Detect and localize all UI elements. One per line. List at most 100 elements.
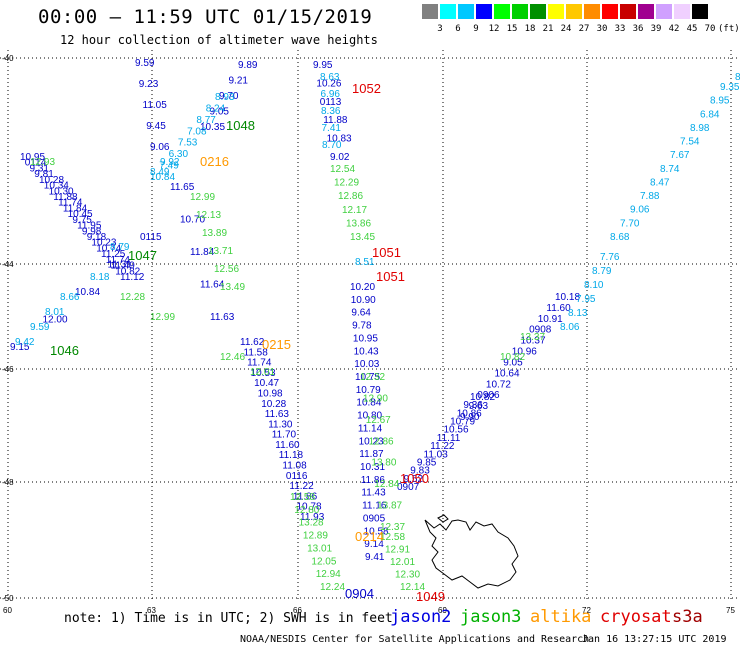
swh-value: 10.96	[512, 347, 537, 358]
swh-value: 13.80	[371, 458, 396, 469]
swh-value: 10.75	[355, 372, 380, 383]
swh-value: 11.74	[106, 255, 131, 266]
swh-value: 13.49	[220, 282, 245, 293]
swh-value: 11.64	[200, 280, 225, 291]
swh-value: 7.76	[600, 252, 620, 263]
swh-value: 11.30	[268, 419, 293, 430]
legend-label: 45	[686, 24, 698, 34]
swh-value: 12.05	[311, 556, 336, 567]
swh-value: 9.42	[15, 337, 35, 348]
legend-label: 21	[542, 24, 554, 34]
swh-value: 8.51	[355, 257, 375, 268]
lat-label: -40	[2, 54, 14, 63]
swh-value: 10.58	[364, 526, 389, 537]
legend-swatch	[530, 4, 546, 19]
legend-label: 39	[650, 24, 662, 34]
swh-value: 8.66	[60, 292, 80, 303]
swh-value: 8.77	[196, 115, 216, 126]
swh-value: 6.84	[700, 109, 720, 120]
legend-unit: (ft)	[718, 24, 740, 34]
swh-value: 9.14	[364, 539, 384, 550]
legend-swatch	[548, 4, 564, 19]
swh-value: 9.59	[135, 58, 155, 69]
swh-value: 9.63	[469, 401, 489, 412]
swh-value: 11.12	[120, 272, 145, 283]
swh-value: 12.84	[374, 479, 399, 490]
swh-value: 10.23	[359, 436, 384, 447]
lat-lon-grid	[0, 50, 740, 600]
swh-value: 10.90	[351, 295, 376, 306]
swh-value: 11.60	[275, 440, 300, 451]
swh-value: 11.63	[210, 312, 235, 323]
lat-label: -50	[2, 594, 14, 603]
swh-value: 10.84	[356, 398, 381, 409]
map-subtitle: 12 hour collection of altimeter wave hei…	[60, 33, 378, 47]
swh-value: 9.31	[30, 163, 50, 174]
swh-value: 11.86	[293, 491, 318, 502]
legend-swatch	[440, 4, 456, 19]
legend-label: 33	[614, 24, 626, 34]
swh-value: 9.83	[410, 466, 430, 477]
swh-value: 9.41	[365, 552, 385, 563]
swh-value: 10.28	[261, 399, 286, 410]
swh-value: 7.49	[159, 161, 179, 172]
swh-value: 10.37	[521, 336, 546, 347]
swh-value: 7.08	[187, 126, 207, 137]
swh-value: 11.88	[53, 192, 78, 203]
swh-value: 11.74	[58, 198, 83, 209]
lon-label: 69	[438, 606, 447, 615]
swh-value: 10.82	[500, 352, 525, 363]
swh-value: 11.11	[437, 433, 461, 444]
swh-value: 0905	[363, 513, 386, 524]
swh-value: 12.29	[334, 178, 359, 189]
swh-value: 10.34	[44, 181, 69, 192]
swh-value: 10.23	[91, 238, 116, 249]
swh-value: 8.70	[322, 140, 342, 151]
swh-value: 7.41	[322, 123, 342, 134]
map-title: 00:00 – 11:59 UTC 01/15/2019	[38, 6, 373, 28]
swh-value: 13.37	[520, 332, 545, 343]
lat-label: -44	[2, 260, 14, 269]
pass-number: 1051	[372, 245, 401, 260]
legend-swatch	[494, 4, 510, 19]
swh-value: 10.84	[75, 287, 100, 298]
swh-value: 10.35	[200, 122, 225, 133]
swh-value: 12.58	[380, 532, 405, 543]
swh-value: 11.95	[77, 221, 102, 232]
swh-value: 12.00	[43, 315, 68, 326]
lon-label: 63	[147, 606, 156, 615]
swh-value: 0908	[529, 325, 552, 336]
swh-value: 11.88	[323, 115, 348, 126]
legend-swatch	[638, 4, 654, 19]
legend-swatch	[566, 4, 582, 19]
swh-value: 10.18	[555, 292, 580, 303]
swh-value: 10.79	[450, 417, 475, 428]
legend-label: 42	[668, 24, 680, 34]
swh-value: 12.80	[294, 505, 319, 516]
swh-value: 11.70	[272, 430, 297, 441]
swh-value: 7.54	[680, 137, 700, 148]
lat-label: -46	[2, 365, 14, 374]
swh-value: 9.18	[87, 232, 107, 243]
swh-value: 0907	[397, 482, 420, 493]
swh-value: 12.01	[250, 367, 275, 378]
swh-value: 6.96	[321, 89, 341, 100]
swh-value: 10.70	[180, 215, 205, 226]
pass-number: 1048	[226, 118, 255, 133]
swh-value: 9.15	[10, 342, 30, 353]
legend-label: 30	[596, 24, 608, 34]
swh-value: 10.64	[495, 368, 520, 379]
swh-value: 12.17	[342, 205, 367, 216]
swh-value: 11.22	[289, 481, 314, 492]
swh-value: 9.06	[150, 142, 170, 153]
swh-value: 10.82	[115, 266, 140, 277]
legend-swatch	[674, 4, 690, 19]
legend-label: 6	[455, 24, 461, 34]
legend-swatch	[602, 4, 618, 19]
swh-value: 13.45	[350, 232, 375, 243]
swh-value: 10.80	[357, 411, 382, 422]
footer-note: note: 1) Time is in UTC; 2) SWH is in fe…	[64, 611, 393, 626]
swh-value: 13.86	[346, 218, 371, 229]
swh-value: 11.43	[361, 488, 386, 499]
